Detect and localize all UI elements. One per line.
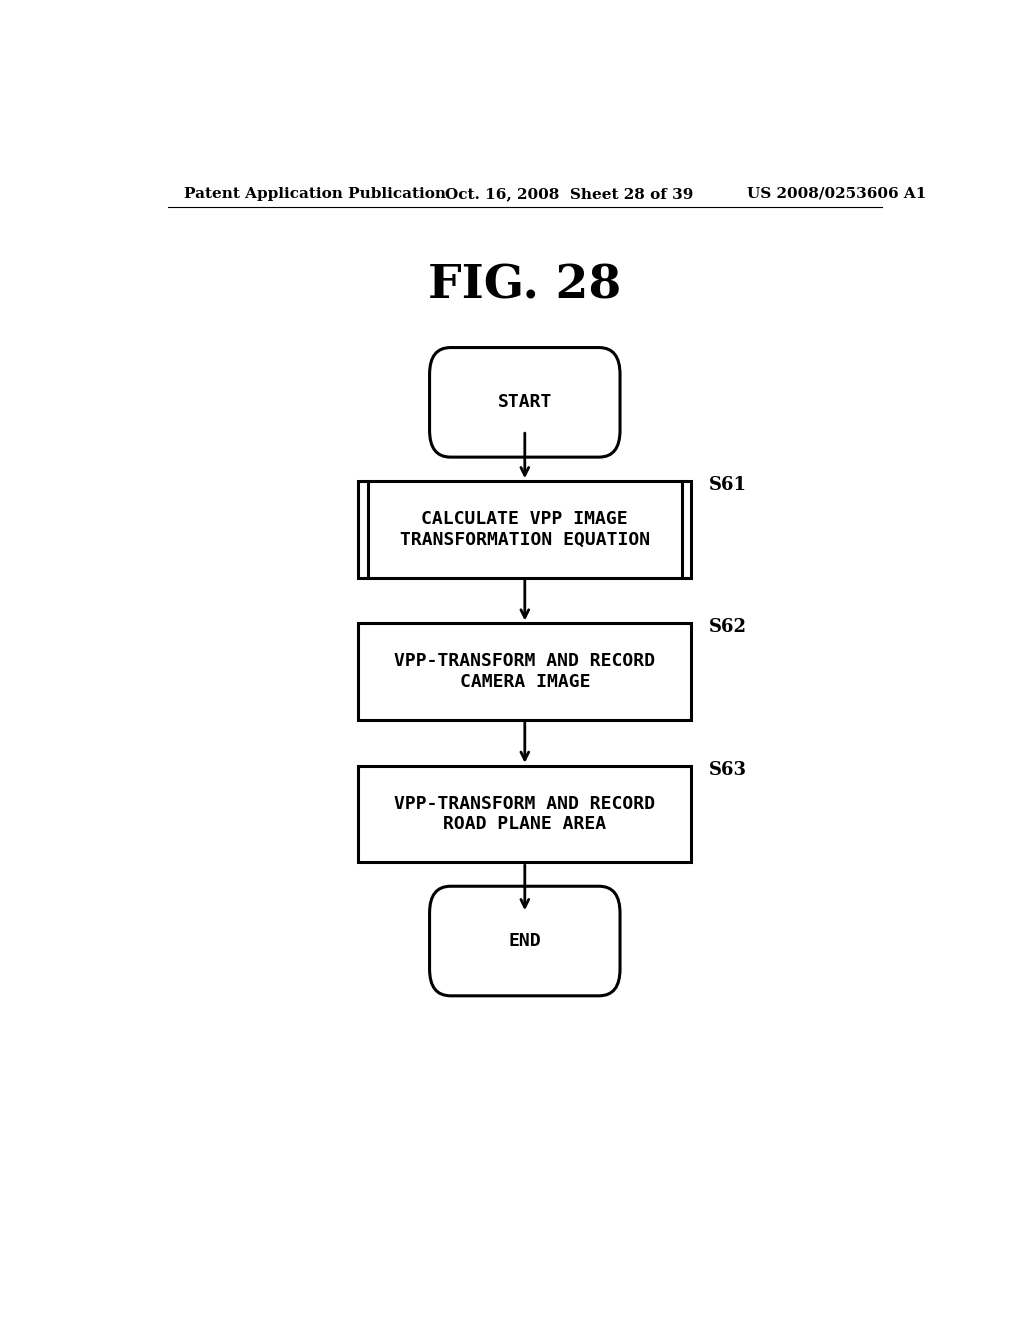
Text: US 2008/0253606 A1: US 2008/0253606 A1 <box>748 187 927 201</box>
Text: S62: S62 <box>709 618 746 636</box>
Text: Patent Application Publication: Patent Application Publication <box>183 187 445 201</box>
Text: FIG. 28: FIG. 28 <box>428 263 622 309</box>
Bar <box>358 766 691 862</box>
Text: END: END <box>509 932 541 950</box>
Text: S61: S61 <box>709 477 746 494</box>
Text: VPP-TRANSFORM AND RECORD
ROAD PLANE AREA: VPP-TRANSFORM AND RECORD ROAD PLANE AREA <box>394 795 655 833</box>
Bar <box>358 480 691 578</box>
Text: START: START <box>498 393 552 412</box>
FancyBboxPatch shape <box>430 347 620 457</box>
FancyBboxPatch shape <box>430 886 620 995</box>
Text: CALCULATE VPP IMAGE
TRANSFORMATION EQUATION: CALCULATE VPP IMAGE TRANSFORMATION EQUAT… <box>399 510 650 549</box>
Bar <box>358 623 691 719</box>
Text: VPP-TRANSFORM AND RECORD
CAMERA IMAGE: VPP-TRANSFORM AND RECORD CAMERA IMAGE <box>394 652 655 692</box>
Text: Oct. 16, 2008  Sheet 28 of 39: Oct. 16, 2008 Sheet 28 of 39 <box>445 187 694 201</box>
Text: S63: S63 <box>709 760 746 779</box>
